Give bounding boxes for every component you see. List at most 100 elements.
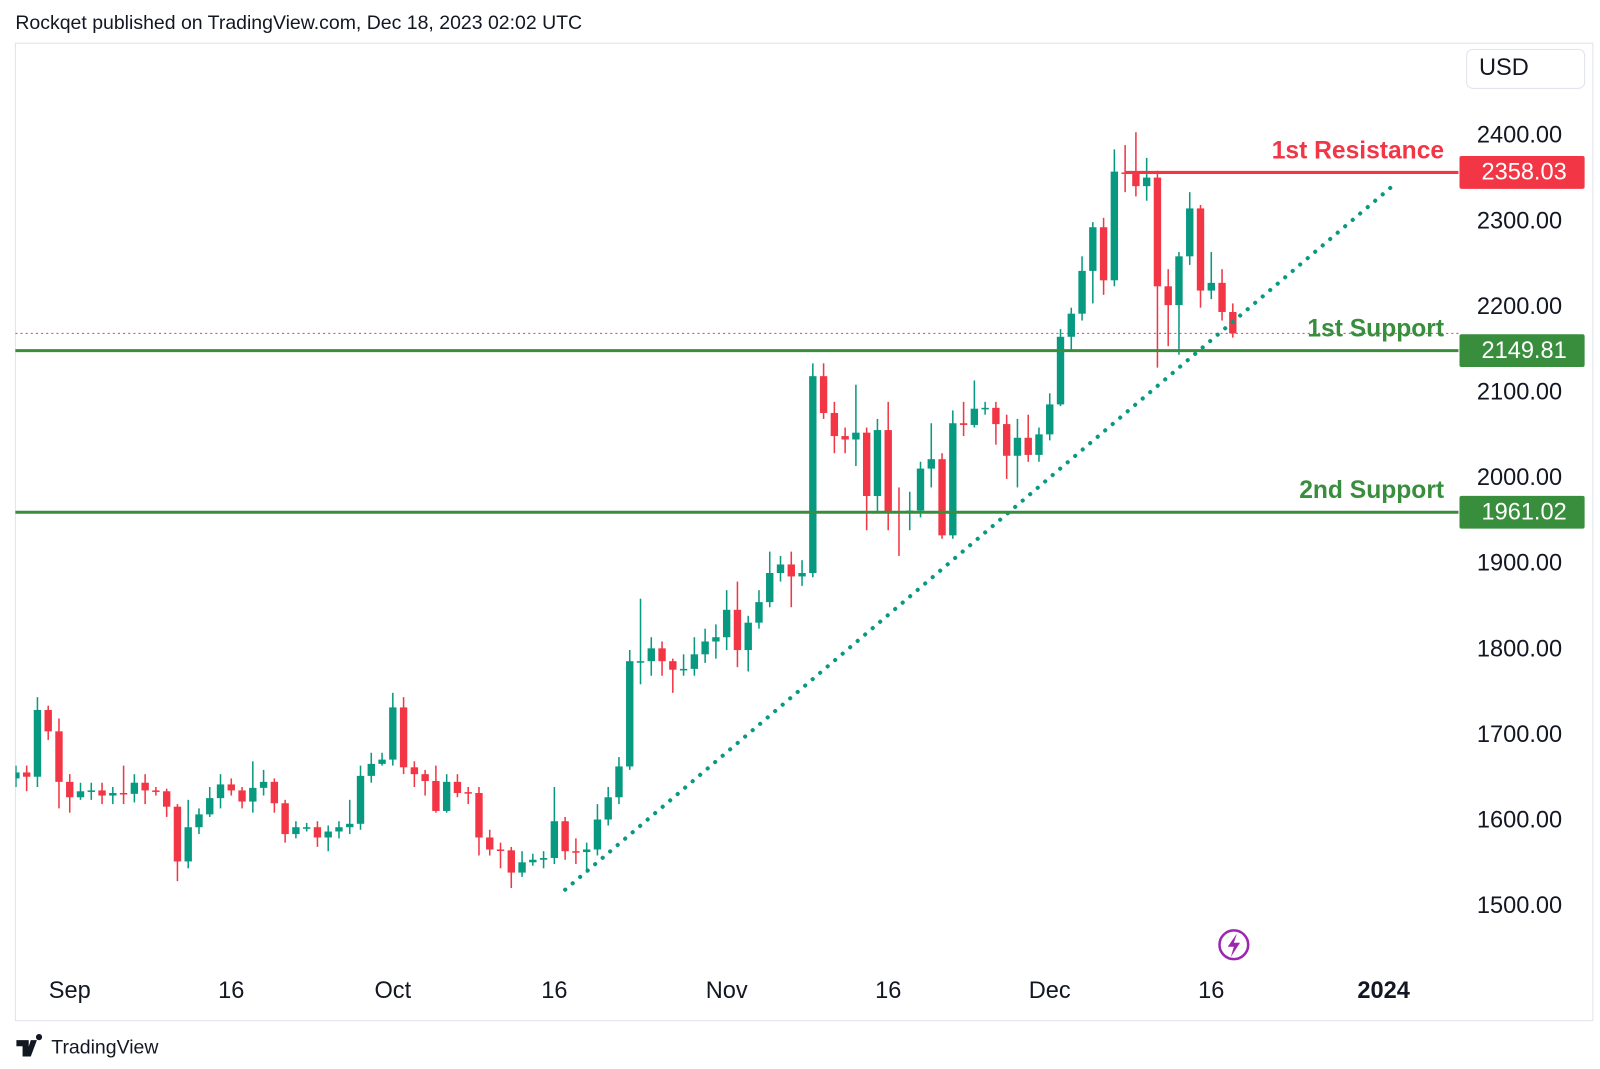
candle-body (281, 803, 289, 835)
candle-body (1089, 227, 1097, 271)
candle-body (119, 792, 128, 795)
candle-body (249, 787, 257, 802)
x-tick-label: 16 (218, 977, 244, 1003)
candle-body (76, 791, 85, 798)
x-tick-label: 16 (1198, 977, 1224, 1003)
candle-body (766, 573, 774, 603)
candle-body (1186, 208, 1194, 257)
candle-body (130, 782, 139, 794)
candle-body (87, 790, 95, 792)
candle-body (432, 781, 440, 811)
candle-body (798, 573, 806, 577)
event-icon-bolt (1227, 933, 1240, 958)
candle-body (1024, 437, 1032, 455)
candle-body (862, 432, 871, 496)
candle-body (1196, 208, 1205, 291)
candle-body (755, 602, 763, 623)
candle-body (1002, 424, 1011, 456)
plot-area (15, 132, 1459, 888)
level-price-tag (1459, 334, 1585, 368)
level-price-tag (1459, 495, 1585, 529)
tv-logo: TradingView (16, 1033, 159, 1058)
candle-body (884, 430, 892, 512)
tv-logo-mark (16, 1033, 43, 1057)
candle-body (356, 775, 365, 824)
candle-body (636, 661, 645, 663)
candle-body (486, 837, 494, 850)
candle-body (981, 407, 989, 410)
candle-body (507, 850, 515, 873)
candle-body (259, 781, 268, 788)
candle-body (1067, 313, 1075, 337)
candle-body (184, 827, 192, 862)
candle-body (1099, 227, 1108, 281)
y-tick-label: 2000.00 (1477, 464, 1562, 490)
candle-body (970, 408, 979, 425)
currency-button[interactable] (1466, 48, 1586, 89)
level-price-label: 1961.02 (1481, 498, 1566, 524)
candle-body (550, 821, 559, 859)
candle-body (378, 759, 386, 764)
y-tick-label: 2300.00 (1477, 207, 1562, 233)
candle-body (841, 436, 849, 440)
candle-body (152, 790, 160, 792)
candle-body (44, 709, 52, 732)
x-tick-label: 16 (875, 977, 901, 1003)
publish-header: Rockqet published on TradingView.com, De… (15, 12, 582, 34)
candle-body (313, 827, 322, 838)
y-tick-label: 1600.00 (1477, 806, 1562, 832)
candle-body (615, 766, 623, 798)
candle-body (690, 654, 699, 669)
candle-body (949, 423, 957, 536)
candle-body (1218, 282, 1226, 312)
y-tick-label: 1800.00 (1477, 635, 1562, 661)
candle-body (421, 774, 429, 782)
candle-body (539, 858, 548, 860)
candle-body (442, 781, 451, 811)
candle-body (852, 432, 860, 440)
x-tick-label: 2024 (1357, 977, 1409, 1003)
candle-body (744, 622, 752, 651)
candle-body (238, 790, 246, 802)
candle-body (830, 412, 839, 437)
level-name: 1st Resistance (1272, 137, 1444, 164)
candle-body (582, 849, 591, 853)
y-tick-label: 1700.00 (1477, 721, 1562, 747)
level-price-label: 2358.03 (1481, 159, 1566, 185)
candle-body (335, 827, 343, 832)
candle-body (529, 859, 537, 863)
event-icon[interactable] (1218, 929, 1250, 961)
candle-body (66, 781, 74, 798)
currency-label: USD (1479, 54, 1529, 80)
candle-body (227, 784, 235, 791)
x-tick-label: Nov (706, 977, 748, 1003)
candle-body (141, 782, 149, 791)
candle-body (1078, 270, 1086, 314)
candle-body (1046, 404, 1054, 435)
candle-body (1013, 437, 1022, 456)
tv-logo-text: TradingView (51, 1036, 159, 1058)
candle-body (55, 731, 63, 782)
candle-body (604, 797, 612, 820)
candle-body (270, 781, 279, 804)
candle-body (22, 772, 31, 777)
candle-body (1035, 434, 1043, 455)
x-tick-label: Dec (1029, 977, 1071, 1003)
candle-body (173, 806, 182, 862)
level-name: 1st Support (1307, 316, 1444, 343)
candle-body (1164, 286, 1172, 306)
level-price-tag (1459, 156, 1585, 189)
candle-body (1132, 173, 1140, 187)
candle-body (464, 792, 472, 794)
candle-body (701, 641, 709, 655)
y-tick-label: 2100.00 (1477, 379, 1562, 405)
candle-body (1153, 177, 1162, 287)
candle-body (206, 798, 214, 815)
candle-body (109, 792, 117, 796)
candle-body (679, 668, 688, 671)
candle-body (410, 767, 419, 775)
candle-body (1207, 282, 1215, 291)
candle-body (712, 637, 720, 642)
candle-body (453, 781, 462, 793)
